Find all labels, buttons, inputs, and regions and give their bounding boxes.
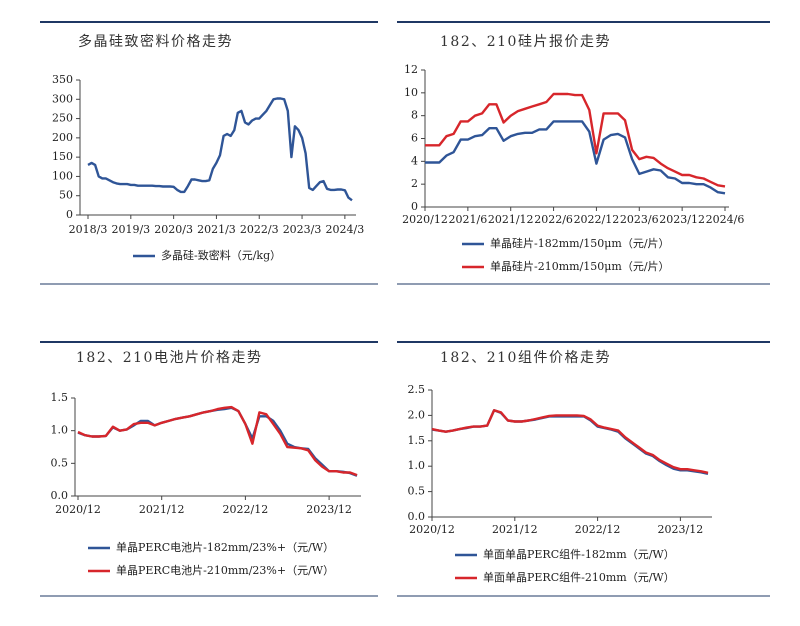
legend-label: 单晶硅片-210mm/150μm（元/片）: [490, 260, 670, 273]
series-line: [77, 406, 358, 477]
x-tick-label: 2019/3: [111, 223, 150, 236]
y-tick-label: 150: [52, 150, 73, 163]
legend-label: 单晶硅片-182mm/150μm（元/片）: [490, 237, 670, 250]
y-tick-label: 0: [411, 200, 418, 213]
panel-title: 多晶硅致密料价格走势: [78, 33, 233, 50]
y-tick-label: 200: [52, 131, 73, 144]
series-line: [431, 409, 709, 474]
legend-label: 单面单晶PERC组件-210mm（元/W）: [483, 570, 675, 584]
y-tick-label: 6: [411, 132, 418, 145]
x-tick-label: 2022/12: [575, 523, 621, 536]
x-tick-label: 2023/12: [659, 213, 705, 226]
x-tick-label: 2021/12: [492, 523, 538, 536]
legend-label: 单晶PERC电池片-182mm/23%+（元/W）: [116, 541, 334, 554]
series-line: [425, 120, 726, 195]
y-tick-label: 350: [52, 73, 73, 86]
x-tick-label: 2021/12: [139, 503, 185, 516]
y-tick-label: 100: [52, 169, 73, 182]
y-tick-label: 8: [411, 109, 418, 122]
x-tick-label: 2023/12: [658, 523, 704, 536]
x-tick-label: 2022/3: [240, 223, 279, 236]
x-tick-label: 2020/3: [154, 223, 193, 236]
y-tick-label: 0.5: [408, 485, 426, 498]
y-tick-label: 2.0: [408, 408, 426, 421]
y-tick-label: 10: [404, 86, 418, 99]
y-tick-label: 0.0: [408, 510, 426, 523]
legend-label: 单面单晶PERC组件-182mm（元/W）: [483, 547, 675, 561]
y-tick-label: 1.0: [51, 424, 69, 437]
x-tick-label: 2021/6: [449, 213, 488, 226]
x-tick-label: 2020/12: [402, 213, 448, 226]
y-tick-label: 1.5: [51, 391, 69, 404]
y-tick-label: 2: [411, 177, 418, 190]
x-tick-label: 2021/12: [488, 213, 534, 226]
x-tick-label: 2020/12: [409, 523, 455, 536]
x-tick-label: 2024/6: [706, 213, 745, 226]
y-tick-label: 250: [52, 112, 73, 125]
legend-label: 单晶PERC电池片-210mm/23%+（元/W）: [116, 564, 334, 577]
y-tick-label: 1.0: [408, 459, 426, 472]
y-tick-label: 50: [59, 189, 73, 202]
panel-title: 182、210组件价格走势: [440, 350, 611, 366]
x-tick-label: 2022/12: [223, 503, 269, 516]
x-tick-label: 2020/12: [55, 503, 101, 516]
y-tick-label: 12: [404, 63, 418, 76]
x-tick-label: 2023/3: [283, 223, 322, 236]
series-line: [87, 97, 353, 202]
x-tick-label: 2023/12: [306, 503, 352, 516]
y-tick-label: 4: [411, 154, 418, 167]
x-tick-label: 2018/3: [69, 223, 108, 236]
y-tick-label: 300: [52, 92, 73, 105]
y-tick-label: 0.0: [51, 489, 69, 502]
series-line: [77, 405, 358, 477]
legend-label: 多晶硅-致密料（元/kg）: [161, 248, 281, 262]
y-tick-label: 1.5: [408, 434, 426, 447]
panel-title: 182、210硅片报价走势: [440, 34, 611, 50]
x-tick-label: 2022/12: [574, 213, 620, 226]
x-tick-label: 2021/3: [197, 223, 236, 236]
x-tick-label: 2022/6: [534, 213, 573, 226]
series-line: [425, 92, 726, 188]
y-tick-label: 0.5: [51, 456, 69, 469]
y-tick-label: 2.5: [408, 383, 426, 396]
x-tick-label: 2024/3: [326, 223, 365, 236]
y-tick-label: 0: [66, 208, 73, 221]
panel-title: 182、210电池片价格走势: [76, 350, 262, 366]
x-tick-label: 2023/6: [620, 213, 659, 226]
